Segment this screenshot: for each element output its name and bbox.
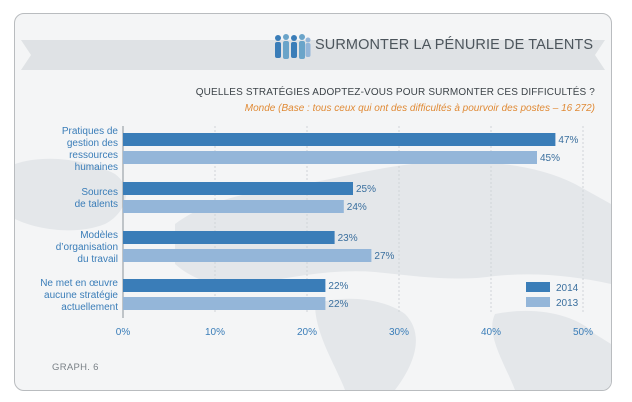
bar-2014 [123, 182, 353, 195]
category-label: humaines [75, 162, 118, 173]
chart-question: QUELLES STRATÉGIES ADOPTEZ-VOUS POUR SUR… [195, 87, 595, 98]
bar-2013 [123, 151, 537, 164]
bar-value-label: 25% [356, 184, 376, 195]
x-tick-label: 10% [205, 327, 225, 338]
category-label: Sources [81, 187, 118, 198]
header-title: SURMONTER LA PÉNURIE DE TALENTS [315, 37, 594, 53]
bar-2013 [123, 297, 326, 310]
graph-number: GRAPH. 6 [52, 362, 99, 373]
category-label: Pratiques de [62, 126, 119, 137]
legend-label: 2014 [556, 283, 579, 294]
header-banner [21, 40, 605, 70]
x-tick-label: 0% [116, 327, 131, 338]
category-label: Modèles [80, 230, 118, 241]
category-label: d’organisation [56, 242, 118, 253]
bar-2014 [123, 279, 326, 292]
category-label: Ne met en œuvre [40, 278, 118, 289]
bar-2013 [123, 200, 344, 213]
category-label: ressources [69, 150, 118, 161]
bar-value-label: 47% [558, 135, 578, 146]
legend-label: 2013 [556, 298, 579, 309]
category-label: actuellement [61, 302, 118, 313]
legend-swatch-2014 [526, 282, 550, 292]
bar-value-label: 22% [328, 299, 348, 310]
x-tick-label: 30% [389, 327, 409, 338]
x-tick-label: 20% [297, 327, 317, 338]
category-label: du travail [77, 254, 118, 265]
x-tick-label: 40% [481, 327, 501, 338]
category-label: gestion des [67, 138, 118, 149]
bar-value-label: 22% [328, 281, 348, 292]
category-label: de talents [75, 199, 118, 210]
bar-value-label: 45% [540, 153, 560, 164]
bar-value-label: 23% [338, 233, 358, 244]
legend-swatch-2013 [526, 297, 550, 307]
bar-value-label: 24% [347, 202, 367, 213]
bar-2013 [123, 249, 372, 262]
category-label: aucune stratégie [44, 290, 118, 301]
bar-2014 [123, 231, 335, 244]
x-tick-label: 50% [573, 327, 593, 338]
bar-2014 [123, 133, 556, 146]
people-group-icon [275, 34, 311, 59]
chart-subtitle: Monde (Base : tous ceux qui ont des diff… [244, 103, 595, 114]
bar-value-label: 27% [374, 251, 394, 262]
